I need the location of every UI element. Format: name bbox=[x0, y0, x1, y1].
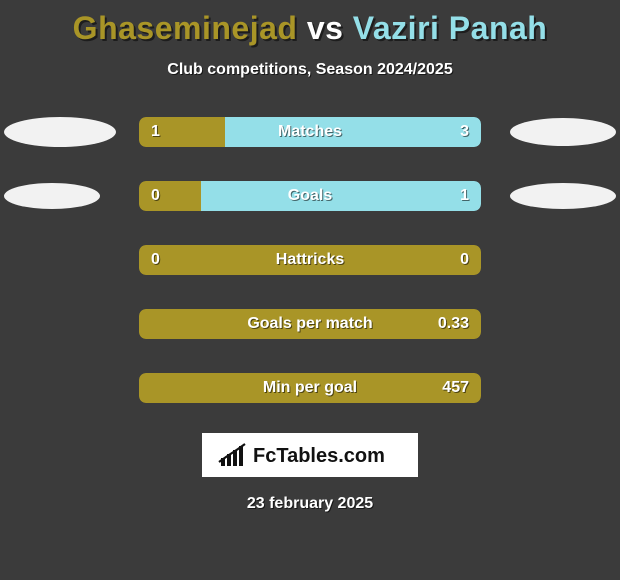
title-player1: Ghaseminejad bbox=[73, 10, 298, 46]
stat-value-right: 457 bbox=[442, 379, 469, 397]
stats-container: 1 3 Matches 0 1 Goals 0 0 Hattricks 0.33 Goals per… bbox=[0, 109, 620, 411]
stat-label: Goals per match bbox=[247, 315, 372, 333]
title-vs: vs bbox=[307, 10, 344, 46]
stat-row-matches: 1 3 Matches bbox=[0, 109, 620, 155]
player2-silhouette bbox=[510, 118, 616, 146]
stat-bar: 457 Min per goal bbox=[139, 373, 481, 403]
stat-row-hattricks: 0 0 Hattricks bbox=[0, 237, 620, 283]
stat-label: Goals bbox=[288, 187, 332, 205]
stat-value-left: 0 bbox=[151, 187, 160, 205]
bar-fill-right bbox=[201, 181, 481, 211]
subtitle: Club competitions, Season 2024/2025 bbox=[0, 61, 620, 79]
stat-row-min-per-goal: 457 Min per goal bbox=[0, 365, 620, 411]
stat-bar: 0 1 Goals bbox=[139, 181, 481, 211]
stat-label: Hattricks bbox=[276, 251, 344, 269]
fctables-logo-text: FcTables.com bbox=[253, 445, 385, 467]
stat-value-right: 3 bbox=[460, 123, 469, 141]
stat-bar: 0 0 Hattricks bbox=[139, 245, 481, 275]
stat-value-left: 0 bbox=[151, 251, 160, 269]
bar-fill-left bbox=[139, 181, 201, 211]
bar-fill-right bbox=[225, 117, 482, 147]
stat-value-left: 1 bbox=[151, 123, 160, 141]
title-player2: Vaziri Panah bbox=[353, 10, 548, 46]
player2-silhouette bbox=[510, 183, 616, 209]
stat-value-right: 0.33 bbox=[438, 315, 469, 333]
stat-label: Matches bbox=[278, 123, 342, 141]
stat-row-goals-per-match: 0.33 Goals per match bbox=[0, 301, 620, 347]
stat-value-right: 0 bbox=[460, 251, 469, 269]
stat-row-goals: 0 1 Goals bbox=[0, 173, 620, 219]
date-label: 23 february 2025 bbox=[0, 495, 620, 513]
page-title: Ghaseminejad vs Vaziri Panah bbox=[0, 0, 620, 47]
fctables-logo-icon: FcTables.com bbox=[215, 440, 405, 470]
stat-value-right: 1 bbox=[460, 187, 469, 205]
stat-label: Min per goal bbox=[263, 379, 357, 397]
player1-silhouette bbox=[4, 117, 116, 147]
stat-bar: 1 3 Matches bbox=[139, 117, 481, 147]
fctables-badge[interactable]: FcTables.com bbox=[202, 433, 418, 477]
stat-bar: 0.33 Goals per match bbox=[139, 309, 481, 339]
player1-silhouette bbox=[4, 183, 100, 209]
